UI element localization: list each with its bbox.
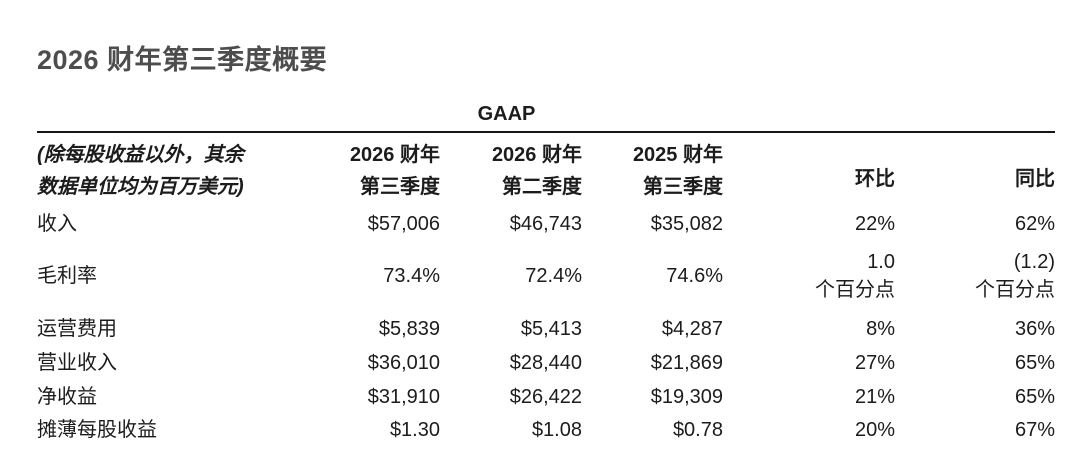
cell-q3fy26: $1.30 bbox=[389, 419, 440, 442]
column-header-row: (除每股收益以外，其余 数据单位均为百万美元) 2026 财年 第三季度 202… bbox=[37, 132, 1055, 204]
cell-yoy: 62% bbox=[1014, 212, 1055, 235]
row-label: 营业收入 bbox=[37, 351, 117, 374]
row-label: 毛利率 bbox=[37, 264, 97, 287]
cell-q3fy26: $36,010 bbox=[367, 351, 440, 374]
cell-qoq: 1.0 个百分点 bbox=[815, 251, 895, 302]
row-gross-margin: 毛利率 73.4% 72.4% 74.6% 1.0 个百分点 (1.2) 个百分… bbox=[37, 241, 1055, 311]
cell-q3fy25: $21,869 bbox=[650, 351, 723, 374]
gaap-label: GAAP bbox=[290, 103, 723, 133]
col-header-yoy: 同比 bbox=[1015, 168, 1055, 191]
cell-yoy: 67% bbox=[1014, 419, 1055, 442]
cell-qoq: 21% bbox=[854, 385, 895, 408]
row-label: 净收益 bbox=[37, 385, 97, 408]
gaap-row-spacer-right bbox=[723, 103, 1055, 133]
cell-q3fy26: 73.4% bbox=[383, 264, 440, 287]
cell-yoy: (1.2) 个百分点 bbox=[975, 251, 1055, 302]
row-net-income: 净收益 $31,910 $26,422 $19,309 21% 65% bbox=[37, 381, 1055, 415]
page-title: 2026 财年第三季度概要 bbox=[37, 45, 328, 75]
cell-q3fy25: 74.6% bbox=[666, 264, 723, 287]
cell-yoy: 65% bbox=[1014, 351, 1055, 374]
gaap-row-spacer-left bbox=[37, 103, 290, 133]
cell-q2fy26: $28,440 bbox=[509, 351, 582, 374]
cell-q3fy26: $5,839 bbox=[378, 318, 440, 341]
cell-q3fy25: $35,082 bbox=[650, 212, 723, 235]
gaap-header-row: GAAP bbox=[37, 103, 1055, 133]
cell-qoq: 8% bbox=[866, 318, 895, 341]
col-header-q3-fy2026: 2026 财年 第三季度 bbox=[349, 144, 440, 199]
cell-q3fy25: $0.78 bbox=[672, 419, 723, 442]
cell-yoy: 65% bbox=[1014, 385, 1055, 408]
row-operating-expenses: 运营费用 $5,839 $5,413 $4,287 8% 36% bbox=[37, 311, 1055, 347]
cell-yoy: 36% bbox=[1014, 318, 1055, 341]
cell-q3fy25: $19,309 bbox=[650, 385, 723, 408]
cell-q2fy26: $5,413 bbox=[520, 318, 582, 341]
cell-q2fy26: $46,743 bbox=[509, 212, 582, 235]
cell-qoq: 22% bbox=[854, 212, 895, 235]
financial-summary-table: GAAP (除每股收益以外，其余 数据单位均为百万美元) 2026 财年 第三季… bbox=[37, 103, 1055, 448]
cell-q3fy25: $4,287 bbox=[661, 318, 723, 341]
cell-q3fy26: $31,910 bbox=[367, 385, 440, 408]
row-label: 摊薄每股收益 bbox=[37, 419, 157, 442]
cell-q3fy26: $57,006 bbox=[367, 212, 440, 235]
col-header-q2-fy2026: 2026 财年 第二季度 bbox=[491, 144, 582, 199]
cell-q2fy26: $1.08 bbox=[531, 419, 582, 442]
cell-q2fy26: 72.4% bbox=[525, 264, 582, 287]
col-header-qoq: 环比 bbox=[855, 168, 895, 191]
row-diluted-eps: 摊薄每股收益 $1.30 $1.08 $0.78 20% 67% bbox=[37, 414, 1055, 448]
cell-q2fy26: $26,422 bbox=[509, 385, 582, 408]
row-operating-income: 营业收入 $36,010 $28,440 $21,869 27% 65% bbox=[37, 347, 1055, 381]
units-note: (除每股收益以外，其余 数据单位均为百万美元) bbox=[37, 144, 244, 199]
cell-qoq: 27% bbox=[854, 351, 895, 374]
col-header-q3-fy2025: 2025 财年 第三季度 bbox=[632, 144, 723, 199]
row-label: 运营费用 bbox=[37, 318, 117, 341]
row-label: 收入 bbox=[37, 212, 77, 235]
row-revenue: 收入 $57,006 $46,743 $35,082 22% 62% bbox=[37, 204, 1055, 242]
cell-qoq: 20% bbox=[854, 419, 895, 442]
